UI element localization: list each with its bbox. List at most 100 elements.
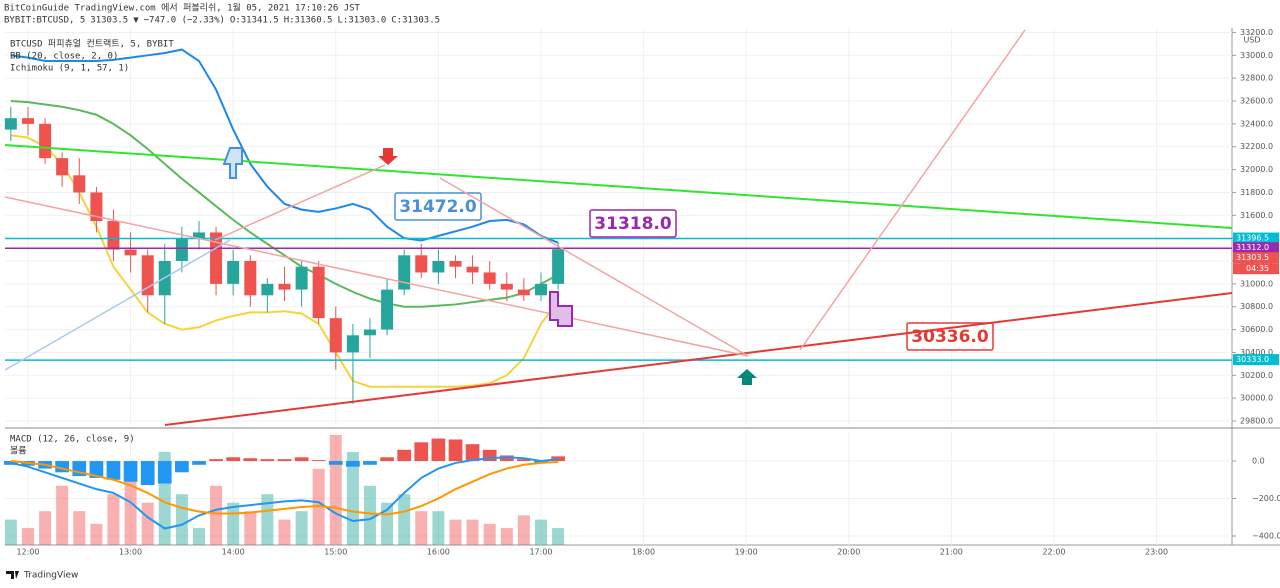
histogram-bar — [89, 461, 104, 478]
histogram-bar — [192, 461, 206, 465]
volume-bar — [124, 477, 137, 545]
trend-line — [164, 292, 1233, 426]
x-tick-label: 21:00 — [940, 548, 963, 557]
volume-bar — [244, 511, 257, 545]
volume-bar — [346, 451, 359, 545]
y-tick-label: 30400.0 — [1240, 348, 1273, 357]
volume-bar — [21, 528, 34, 545]
x-tick-label: 22:00 — [1042, 548, 1065, 557]
header-item: BYBIT:BTCUSD, 5 — [4, 16, 85, 26]
candle-body — [295, 266, 308, 290]
y-tick-label: −200.0 — [1252, 494, 1280, 503]
volume-bar — [39, 511, 52, 545]
price-label-box — [1233, 252, 1279, 264]
countdown-box — [1233, 263, 1279, 275]
trend-line — [4, 196, 749, 357]
hand-icon — [549, 291, 573, 327]
y-tick-label: 32600.0 — [1240, 97, 1273, 106]
candle-body — [534, 283, 547, 296]
histogram-bar — [328, 461, 343, 465]
candle-body — [227, 261, 240, 284]
candle-body — [73, 175, 86, 193]
callout-label: 31472.0 — [399, 197, 477, 217]
header-item: 31360.5 — [295, 16, 333, 26]
price-label-box — [1233, 232, 1279, 244]
volume-bar — [398, 494, 411, 545]
trend-line — [4, 144, 1233, 229]
y-tick-label: 32800.0 — [1240, 74, 1273, 83]
header-item: 31303.5 — [90, 16, 128, 26]
candle-body — [449, 261, 462, 267]
histogram-bar — [294, 457, 309, 462]
histogram-bar — [311, 460, 326, 462]
plot: 12:00 13:00 14:00 15:00 16:00 17:00 18:00 19:00… — [3, 28, 1280, 557]
hand-icon — [222, 147, 243, 179]
volume-bar — [210, 485, 223, 545]
candle-body — [56, 158, 69, 176]
volume-bar — [175, 494, 188, 545]
volume-bar — [500, 528, 513, 545]
histogram-bar — [551, 456, 565, 462]
volume-bar — [141, 502, 154, 545]
y-tick-label: 31600.0 — [1240, 211, 1273, 220]
candle-body — [517, 289, 530, 296]
indicator-line — [10, 48, 559, 244]
x-tick-label: 23:00 — [1145, 548, 1168, 557]
indicator-line — [10, 134, 559, 388]
drawings — [4, 29, 1233, 426]
y-tick-label: 30200.0 — [1240, 371, 1273, 380]
volume-bar — [107, 494, 120, 545]
legend-item: BB (20, close, 2, 0) — [10, 52, 118, 62]
up-arrow — [737, 369, 757, 385]
legend-item: Ichimoku (9, 1, 57, 1) — [10, 64, 129, 74]
volume-bar — [415, 511, 428, 545]
trend-line — [439, 177, 749, 357]
y-tick-label: 32000.0 — [1240, 165, 1273, 174]
callout-box — [589, 209, 677, 238]
volume-bar — [4, 519, 17, 545]
y-tick-label: 30800.0 — [1240, 302, 1273, 311]
volume-bar — [158, 451, 171, 545]
histogram-bar — [140, 461, 155, 486]
callout-box — [394, 192, 482, 221]
candle-body — [175, 238, 188, 262]
candle-body — [278, 283, 291, 290]
candle-body — [210, 232, 223, 284]
y-tick-label: 32200.0 — [1240, 142, 1273, 151]
histogram-bar — [226, 457, 241, 462]
x-tick-label: 12:00 — [16, 548, 39, 557]
histogram-bar — [397, 449, 412, 462]
y-tick-label: −400.0 — [1252, 532, 1280, 541]
volume-bar — [363, 485, 376, 545]
y-tick-label: 29800.0 — [1240, 417, 1273, 426]
y-tick-label: 33200.0 — [1240, 28, 1273, 37]
candle-body — [500, 283, 513, 290]
candle-body — [21, 118, 34, 124]
branding: TradingView — [6, 571, 78, 581]
y-tick-label: 0.0 — [1252, 457, 1265, 466]
y-tick-label: 30600.0 — [1240, 325, 1273, 334]
header-item: C: — [391, 16, 402, 26]
histogram-bar — [414, 442, 429, 462]
x-tick-label: 15:00 — [324, 548, 347, 557]
histogram-bar — [260, 459, 275, 462]
candle-body — [261, 283, 274, 296]
header-item: −747.0 (−2.33%) — [144, 16, 225, 26]
y-tick-label: 30000.0 — [1240, 394, 1273, 403]
header-item: ▼ — [133, 16, 139, 26]
header-item: 31303.5 — [402, 16, 440, 26]
header-item: L: — [337, 16, 348, 26]
logo — [6, 571, 19, 579]
volume-bar — [449, 519, 462, 545]
candle-body — [363, 329, 376, 336]
histogram-bar — [106, 461, 121, 480]
volume-bar — [381, 502, 394, 545]
x-tick-label: 19:00 — [735, 548, 758, 557]
histogram-bar — [175, 461, 189, 473]
price-label-box — [1233, 354, 1279, 366]
histogram-bar — [346, 461, 360, 467]
volume-bar — [278, 519, 291, 545]
y-tick-label: 31800.0 — [1240, 188, 1273, 197]
price-label: 31312.0 — [1236, 243, 1269, 252]
